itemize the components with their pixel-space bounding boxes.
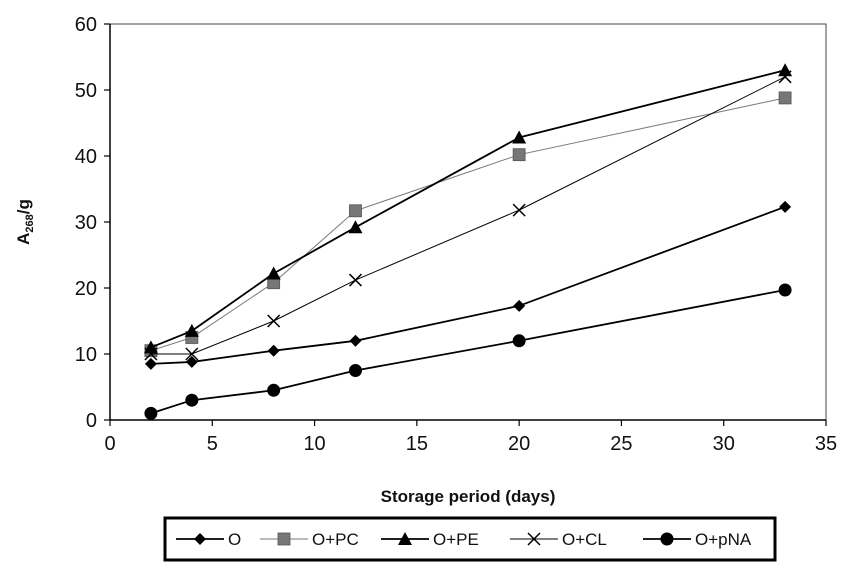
series-o-pe: [143, 63, 793, 354]
data-point-o-cl: [778, 70, 792, 84]
series-line-o-pc: [150, 97, 786, 352]
data-point-o-cl: [348, 273, 363, 287]
y-tick-label: 0: [86, 410, 97, 432]
data-point-o-pe: [512, 130, 527, 144]
series-o-cl: [144, 70, 792, 361]
x-tick-label: 30: [713, 433, 735, 455]
data-point-o-pc: [512, 148, 526, 162]
legend: O O+PC O+PE O+CL O+pNA: [176, 530, 752, 549]
y-axis-title: A268/g: [14, 199, 36, 245]
x-tick-label: 0: [104, 433, 115, 455]
data-point-o-pe: [348, 220, 363, 234]
data-point-o-pna: [185, 393, 199, 407]
plot-area: [109, 23, 827, 421]
legend-item-o-pc: O+PC: [260, 530, 359, 549]
legend-label-o-cl: O+CL: [562, 530, 607, 549]
x-ticks: 0 5 10 15 20 25 30 35: [104, 420, 837, 455]
series-o-pna: [144, 283, 792, 420]
x-tick-label: 10: [303, 433, 325, 455]
data-point-o-cl: [267, 314, 281, 328]
data-point-o: [513, 299, 526, 312]
series-line-o-pna: [150, 289, 786, 415]
data-point-o-pna: [267, 383, 281, 397]
y-ticks: 0 10 20 30 40 50 60: [75, 14, 110, 432]
data-point-o: [144, 357, 157, 370]
y-axis-title-subscript: 268: [24, 214, 36, 232]
legend-label-o: O: [228, 530, 241, 549]
y-tick-label: 30: [75, 212, 97, 234]
data-point-o-cl: [185, 347, 199, 361]
data-point-o-cl-stroke-b: [512, 203, 526, 217]
x-tick-label: 25: [610, 433, 632, 455]
legend-label-o-pc: O+PC: [312, 530, 359, 549]
data-point-o-cl-stroke-b: [267, 314, 281, 328]
data-point-o: [267, 344, 280, 357]
y-tick-label: 10: [75, 344, 97, 366]
legend-marker-o-pc: [277, 532, 291, 546]
data-point-o-cl: [512, 203, 526, 217]
data-point-o-pc: [778, 91, 792, 105]
data-point-o-pe: [266, 266, 281, 280]
data-point-o-pna: [778, 283, 792, 297]
data-point-o-pe: [184, 323, 199, 337]
data-point-o-cl-stroke-b: [185, 347, 199, 361]
data-point-o-pna: [144, 406, 158, 420]
legend-label-o-pna: O+pNA: [695, 530, 752, 549]
legend-marker-o-pe: [398, 532, 412, 545]
legend-marker-o-pna: [660, 532, 674, 546]
data-point-o-cl-stroke-b: [778, 70, 792, 84]
x-tick-label: 20: [508, 433, 530, 455]
legend-item-o-pna: O+pNA: [643, 530, 752, 549]
x-tick-label: 5: [207, 433, 218, 455]
legend-item-o: O: [176, 530, 241, 549]
data-point-o-pe: [778, 63, 793, 77]
legend-item-o-pe: O+PE: [381, 530, 479, 549]
data-point-o-cl-stroke-b: [348, 273, 363, 287]
series-group: [143, 63, 793, 420]
series-line-o-pe: [150, 69, 786, 349]
y-tick-label: 60: [75, 14, 97, 36]
legend-marker-o-cl-stroke-b: [527, 532, 541, 546]
data-point-o-pna: [348, 364, 362, 377]
legend-label-o-pe: O+PE: [433, 530, 479, 549]
legend-item-o-cl: O+CL: [510, 530, 607, 549]
x-tick-label: 15: [406, 433, 428, 455]
data-point-o: [779, 200, 792, 213]
x-tick-label: 35: [815, 433, 837, 455]
data-point-o-cl: [144, 347, 158, 361]
data-point-o: [185, 355, 198, 368]
y-tick-label: 40: [75, 146, 97, 168]
x-axis-title: Storage period (days): [381, 487, 556, 506]
y-tick-label: 50: [75, 80, 97, 102]
series-line-o-cl: [150, 76, 786, 355]
y-axis-title-suffix: /g: [14, 199, 33, 214]
legend-marker-o: [194, 533, 206, 545]
data-point-o-pna: [512, 334, 526, 348]
legend-marker-o-cl: [527, 532, 541, 546]
data-point-o-cl-stroke-b: [144, 347, 158, 361]
data-point-o: [349, 334, 362, 347]
data-point-o-pc: [349, 204, 362, 218]
series-line-o: [150, 205, 786, 365]
series-o: [144, 200, 792, 370]
y-tick-label: 20: [75, 278, 97, 300]
y-axis-title-main: A: [14, 233, 33, 245]
